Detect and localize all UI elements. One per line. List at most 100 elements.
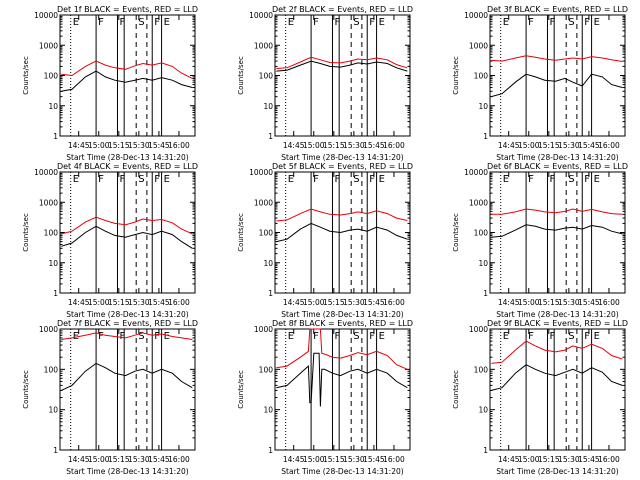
x-tick-label: 14:45 bbox=[283, 141, 305, 150]
x-tick-label: 15:00 bbox=[518, 298, 540, 307]
chart-title: Det 5f BLACK = Events, RED = LLD bbox=[272, 162, 413, 171]
y-axis-label: Counts/sec bbox=[452, 213, 460, 252]
series-line bbox=[276, 60, 408, 72]
x-tick-label: 16:00 bbox=[383, 298, 405, 307]
event-marker-label: S bbox=[353, 174, 359, 185]
event-marker-label: E bbox=[594, 331, 600, 342]
x-tick-label: 14:45 bbox=[68, 455, 90, 464]
chart-panel: Det 2f BLACK = Events, RED = LLD Start Ti… bbox=[237, 5, 413, 162]
y-axis-label: Counts/sec bbox=[22, 370, 30, 409]
series-line bbox=[491, 364, 623, 391]
series-line bbox=[61, 60, 193, 79]
chart-title: Det 3f BLACK = Events, RED = LLD bbox=[487, 5, 628, 14]
series-line bbox=[276, 56, 408, 69]
event-marker-label: E bbox=[379, 331, 385, 342]
x-tick-label: 15:15 bbox=[538, 298, 560, 307]
event-marker-label: E bbox=[73, 331, 79, 342]
x-tick-label: 15:15 bbox=[323, 141, 345, 150]
x-tick-label: 15:45 bbox=[363, 141, 385, 150]
x-tick-label: 15:45 bbox=[578, 141, 600, 150]
x-tick-label: 16:00 bbox=[598, 141, 620, 150]
x-tick-label: 15:15 bbox=[108, 455, 130, 464]
chart-title: Det 2f BLACK = Events, RED = LLD bbox=[272, 5, 413, 14]
y-axis-label: Counts/sec bbox=[237, 370, 245, 409]
x-tick-label: 16:00 bbox=[168, 455, 190, 464]
x-tick-label: 15:00 bbox=[303, 141, 325, 150]
x-axis-label: Start Time (28-Dec-13 14:31:20) bbox=[496, 153, 618, 162]
y-tick-label: 10 bbox=[263, 259, 273, 268]
chart-panel: Det 4f BLACK = Events, RED = LLD Start Ti… bbox=[22, 162, 198, 319]
y-axis-label: Counts/sec bbox=[237, 56, 245, 95]
y-axis-label: Counts/sec bbox=[452, 370, 460, 409]
event-marker-label: F bbox=[334, 17, 340, 28]
x-tick-label: 15:00 bbox=[518, 141, 540, 150]
x-tick-label: 15:15 bbox=[323, 298, 345, 307]
y-tick-label: 1 bbox=[268, 132, 273, 141]
y-tick-label: 1 bbox=[53, 446, 58, 455]
plot-frame bbox=[59, 328, 196, 451]
y-tick-label: 100 bbox=[259, 72, 274, 81]
y-axis-label: Counts/sec bbox=[452, 56, 460, 95]
y-tick-label: 100 bbox=[474, 72, 489, 81]
y-tick-label: 1 bbox=[483, 289, 488, 298]
x-tick-label: 15:00 bbox=[88, 298, 110, 307]
y-tick-label: 10000 bbox=[249, 168, 273, 177]
x-tick-label: 15:15 bbox=[538, 455, 560, 464]
x-tick-label: 15:45 bbox=[363, 298, 385, 307]
y-tick-label: 1000 bbox=[39, 198, 58, 207]
event-marker-label: F bbox=[154, 331, 160, 342]
plot-frame bbox=[59, 171, 196, 294]
event-marker-label: E bbox=[503, 17, 509, 28]
x-tick-label: 16:00 bbox=[598, 455, 620, 464]
x-tick-label: 15:30 bbox=[128, 455, 150, 464]
chart-panel: Det 8f BLACK = Events, RED = LLD Start Ti… bbox=[237, 319, 413, 476]
x-tick-label: 14:45 bbox=[498, 298, 520, 307]
series-line bbox=[491, 73, 623, 98]
event-marker-label: E bbox=[379, 17, 385, 28]
series-line bbox=[276, 208, 408, 222]
event-marker-label: F bbox=[528, 174, 534, 185]
event-marker-label: F bbox=[119, 174, 125, 185]
y-tick-label: 10 bbox=[263, 406, 273, 415]
y-tick-label: 1000 bbox=[254, 325, 273, 334]
event-marker-label: F bbox=[584, 331, 590, 342]
event-marker-label: E bbox=[164, 17, 170, 28]
y-tick-label: 100 bbox=[259, 229, 274, 238]
chart-title: Det 9f BLACK = Events, RED = LLD bbox=[487, 319, 628, 328]
chart-title: Det 7f BLACK = Events, RED = LLD bbox=[57, 319, 198, 328]
chart-panel: Det 9f BLACK = Events, RED = LLD Start Ti… bbox=[452, 319, 628, 476]
plot-frame bbox=[489, 14, 626, 137]
x-tick-label: 15:45 bbox=[148, 298, 170, 307]
event-marker-label: E bbox=[73, 17, 79, 28]
x-tick-label: 15:00 bbox=[88, 141, 110, 150]
series-line bbox=[61, 332, 193, 340]
event-marker-label: F bbox=[154, 174, 160, 185]
event-marker-label: F bbox=[549, 174, 555, 185]
event-marker-label: S bbox=[568, 331, 574, 342]
x-axis-label: Start Time (28-Dec-13 14:31:20) bbox=[496, 467, 618, 476]
event-marker-label: S bbox=[568, 17, 574, 28]
chart-title: Det 4f BLACK = Events, RED = LLD bbox=[57, 162, 198, 171]
x-tick-label: 16:00 bbox=[383, 455, 405, 464]
x-axis-label: Start Time (28-Dec-13 14:31:20) bbox=[281, 467, 403, 476]
x-tick-label: 14:45 bbox=[68, 298, 90, 307]
event-marker-label: S bbox=[138, 174, 144, 185]
chart-panel: Det 3f BLACK = Events, RED = LLD Start Ti… bbox=[452, 5, 628, 162]
y-tick-label: 1 bbox=[483, 132, 488, 141]
x-tick-label: 14:45 bbox=[498, 455, 520, 464]
x-tick-label: 16:00 bbox=[598, 298, 620, 307]
event-marker-label: E bbox=[379, 174, 385, 185]
x-tick-label: 15:15 bbox=[108, 141, 130, 150]
y-tick-label: 10 bbox=[263, 102, 273, 111]
y-tick-label: 10 bbox=[478, 102, 488, 111]
y-tick-label: 100 bbox=[44, 365, 59, 374]
x-tick-label: 15:15 bbox=[538, 141, 560, 150]
x-tick-label: 16:00 bbox=[168, 298, 190, 307]
x-tick-label: 16:00 bbox=[383, 141, 405, 150]
x-tick-label: 16:00 bbox=[168, 141, 190, 150]
y-tick-label: 10000 bbox=[464, 168, 488, 177]
y-tick-label: 1000 bbox=[469, 41, 488, 50]
x-tick-label: 15:45 bbox=[578, 298, 600, 307]
event-marker-label: F bbox=[119, 17, 125, 28]
x-tick-label: 15:30 bbox=[128, 298, 150, 307]
